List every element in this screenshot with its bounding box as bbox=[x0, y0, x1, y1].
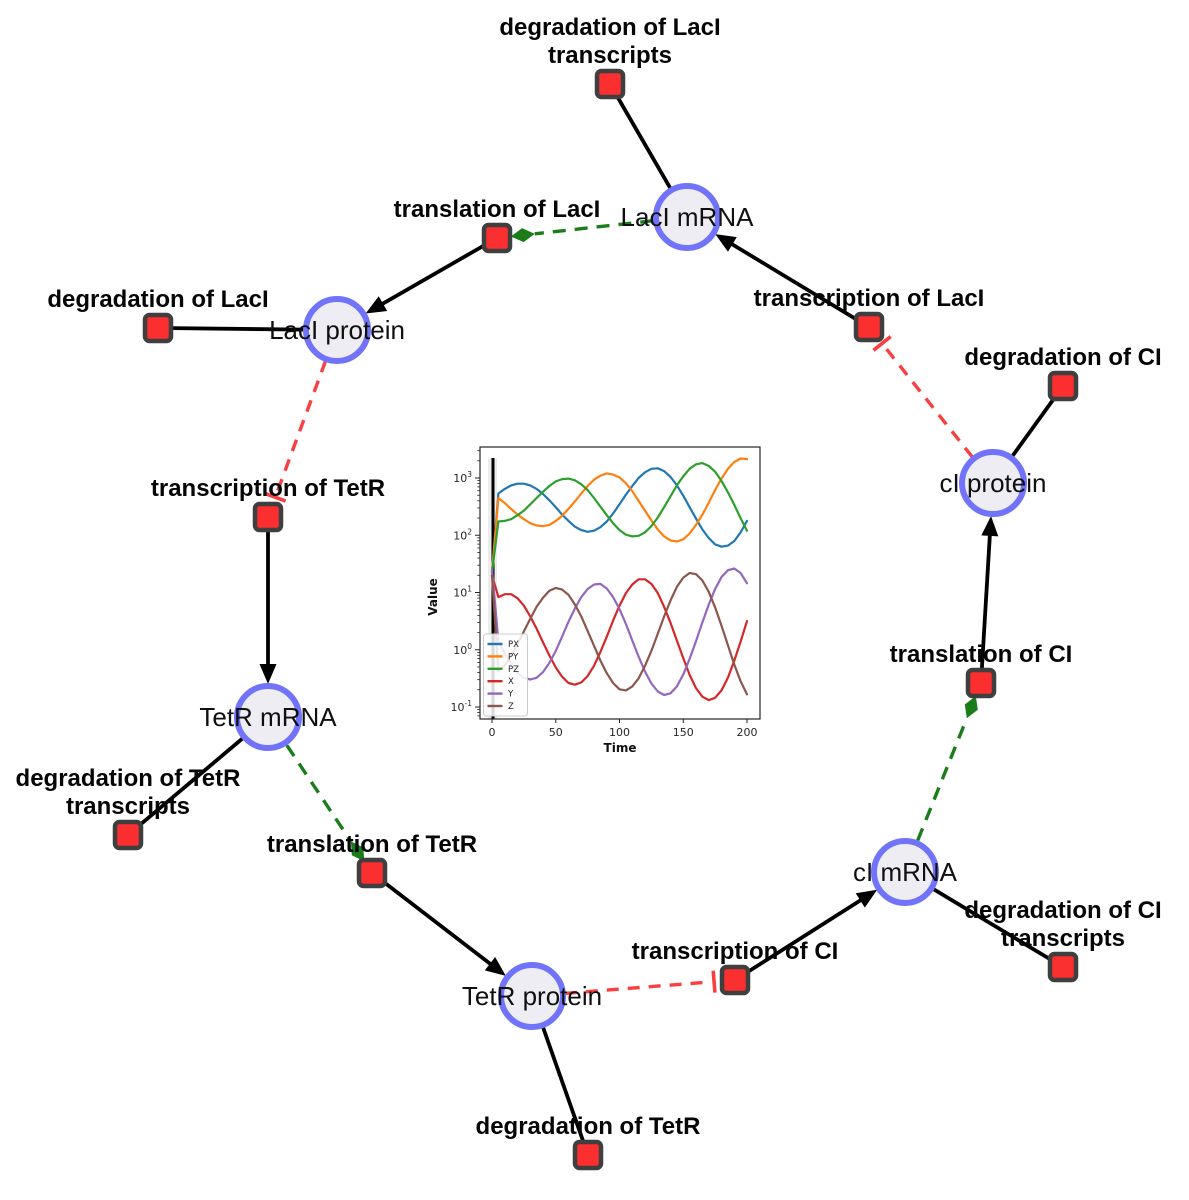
species-node-laci-protein[interactable] bbox=[303, 296, 371, 364]
species-node-ci-protein[interactable] bbox=[959, 449, 1027, 517]
chart-xlabel: Time bbox=[604, 741, 637, 755]
edge-laci-mrna-translation-of-laci bbox=[510, 219, 654, 243]
reaction-label-transcription-of-tetr: transcription of TetR bbox=[151, 475, 385, 502]
inhibitor-tbar-icon bbox=[264, 491, 287, 503]
species-label-laci-mrna: LacI mRNA bbox=[621, 202, 755, 232]
chart-series-PZ bbox=[490, 462, 749, 574]
reaction-label-translation-of-tetr: translation of TetR bbox=[267, 831, 477, 858]
edge-transcription-of-laci-laci-mrna bbox=[715, 234, 858, 321]
modifier-dashed-line bbox=[916, 717, 969, 842]
reaction-node-transcription-of-ci[interactable] bbox=[719, 964, 751, 996]
modifier-dashed-line bbox=[534, 219, 654, 236]
edges-layer bbox=[137, 95, 1057, 1143]
reaction-node-translation-of-tetr[interactable] bbox=[356, 857, 388, 889]
chart-series-X bbox=[490, 574, 749, 702]
chart-x-tick-0: 0 bbox=[489, 726, 496, 739]
modifier-dashed-line bbox=[285, 744, 353, 843]
reaction-node-translation-of-ci[interactable] bbox=[965, 667, 997, 699]
chart-x-tick-50: 50 bbox=[549, 726, 563, 739]
inhibitor-tbar-icon bbox=[872, 335, 892, 352]
reaction-label-transcription-of-ci: transcription of CI bbox=[632, 938, 839, 965]
chart-x-tick-150: 150 bbox=[673, 726, 694, 739]
reaction-node-transcription-of-tetr[interactable] bbox=[252, 501, 284, 533]
reaction-node-degradation-of-laci[interactable] bbox=[142, 312, 174, 344]
edge-translation-of-tetr-tetr-protein bbox=[382, 880, 506, 976]
reaction-node-degradation-of-ci[interactable] bbox=[1047, 370, 1079, 402]
nodes-layer bbox=[112, 68, 1079, 1171]
reaction-node-translation-of-laci[interactable] bbox=[481, 222, 513, 254]
reaction-node-degradation-of-laci-transcripts[interactable] bbox=[594, 68, 626, 100]
chart-x-tick-200: 200 bbox=[737, 726, 758, 739]
species-label-laci-protein: LacI protein bbox=[269, 315, 405, 345]
chart-series-Z bbox=[490, 571, 749, 696]
reaction-label-degradation-of-ci-transcripts-line2: transcripts bbox=[1001, 925, 1125, 952]
reaction-label-degradation-of-tetr: degradation of TetR bbox=[476, 1113, 701, 1140]
chart-legend: PX PY PZ XYZ bbox=[483, 633, 528, 717]
chart-series-PY bbox=[490, 457, 749, 574]
legend-label-Z: Z bbox=[508, 702, 514, 712]
reaction-label-degradation-of-laci: degradation of LacI bbox=[47, 286, 268, 313]
species-label-ci-protein: cI protein bbox=[940, 468, 1047, 498]
reaction-node-transcription-of-laci[interactable] bbox=[853, 311, 885, 343]
reaction-label-degradation-of-laci-transcripts-line1: degradation of LacI bbox=[499, 14, 720, 41]
reaction-label-degradation-of-ci-transcripts-line1: degradation of CI bbox=[964, 897, 1161, 924]
chart-y-tick-10e-1: 10-1 bbox=[451, 699, 473, 714]
legend-label-PZ: PZ bbox=[508, 665, 519, 675]
edge-laci-protein-transcription-of-tetr bbox=[264, 360, 328, 503]
reaction-label-degradation-of-tetr-transcripts-line2: transcripts bbox=[66, 793, 190, 820]
species-label-tetr-mrna: TetR mRNA bbox=[199, 702, 337, 732]
reaction-label-degradation-of-tetr-transcripts-line1: degradation of TetR bbox=[16, 765, 241, 792]
species-label-tetr-protein: TetR protein bbox=[462, 981, 602, 1011]
edge-tetr-protein-degradation-of-tetr bbox=[540, 1024, 586, 1143]
edge-laci-mrna-degradation-of-laci-transcripts bbox=[615, 95, 674, 192]
edge-tetr-protein-transcription-of-ci bbox=[564, 970, 717, 996]
edge-tetr-mrna-translation-of-tetr bbox=[285, 744, 365, 862]
edge-ci-mrna-degradation-of-ci-transcripts bbox=[930, 886, 1052, 962]
edge-laci-protein-degradation-of-laci bbox=[171, 326, 307, 332]
edge-ci-mrna-translation-of-ci bbox=[916, 695, 978, 842]
legend-label-X: X bbox=[508, 677, 514, 687]
species-label-ci-mrna: cI mRNA bbox=[853, 857, 958, 887]
chart-series-Y bbox=[490, 567, 749, 697]
legend-label-PY: PY bbox=[508, 652, 519, 662]
reaction-node-degradation-of-ci-transcripts[interactable] bbox=[1047, 951, 1079, 983]
edge-transcription-of-tetr-tetr-mrna bbox=[259, 532, 277, 684]
inset-chart: 0 50 100 150 20010-1100101102103TimeValuePXP… bbox=[426, 446, 761, 755]
diamond-arrowhead-icon bbox=[510, 228, 535, 243]
chart-y-tick-10e0: 100 bbox=[453, 642, 472, 657]
chart-ylabel: Value bbox=[426, 578, 440, 616]
chart-series-PX bbox=[490, 467, 749, 574]
species-node-tetr-protein[interactable] bbox=[498, 962, 566, 1030]
reaction-label-transcription-of-laci: transcription of LacI bbox=[754, 285, 985, 312]
chart-y-tick-10e1: 101 bbox=[453, 585, 472, 600]
reaction-label-translation-of-laci: translation of LacI bbox=[394, 196, 601, 223]
edge-ci-protein-transcription-of-laci bbox=[872, 335, 974, 459]
legend-label-Y: Y bbox=[507, 690, 514, 700]
edge-transcription-of-ci-ci-mrna bbox=[746, 889, 878, 974]
diamond-arrowhead-icon bbox=[964, 695, 978, 719]
reaction-node-degradation-of-tetr[interactable] bbox=[572, 1139, 604, 1171]
edge-translation-of-laci-laci-protein bbox=[365, 243, 485, 314]
edge-tetr-mrna-degradation-of-tetr-transcripts bbox=[137, 735, 246, 828]
diamond-arrowhead-icon bbox=[350, 841, 365, 862]
species-node-ci-mrna[interactable] bbox=[871, 838, 939, 906]
reaction-label-degradation-of-laci-transcripts-line2: transcripts bbox=[548, 42, 672, 69]
chart-y-tick-10e2: 102 bbox=[453, 527, 472, 542]
labels-layer: degradation of LacItranscriptstranslatio… bbox=[16, 14, 1162, 1140]
edge-translation-of-ci-ci-protein bbox=[980, 515, 999, 669]
edge-ci-protein-degradation-of-ci bbox=[1009, 396, 1057, 459]
chart-y-tick-10e3: 103 bbox=[453, 470, 472, 485]
reaction-label-translation-of-ci: translation of CI bbox=[890, 641, 1073, 668]
chart-x-tick-100: 100 bbox=[609, 726, 630, 739]
inhibitor-tbar-icon bbox=[711, 970, 717, 993]
reaction-node-degradation-of-tetr-transcripts[interactable] bbox=[112, 819, 144, 851]
species-node-laci-mrna[interactable] bbox=[653, 183, 721, 251]
species-node-tetr-mrna[interactable] bbox=[234, 683, 302, 751]
reaction-label-degradation-of-ci: degradation of CI bbox=[964, 344, 1161, 371]
legend-label-PX: PX bbox=[508, 640, 519, 650]
